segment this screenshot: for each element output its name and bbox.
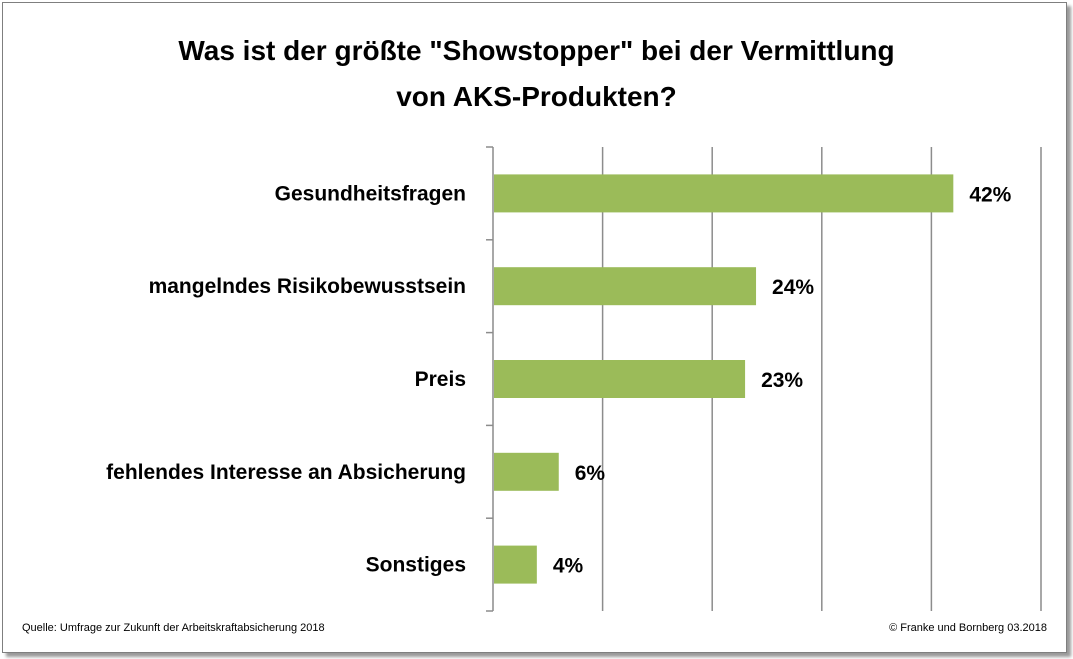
category-label: mangelndes Risikobewusstsein: [149, 275, 466, 298]
copyright-note: © Franke und Bornberg 03.2018: [889, 622, 1047, 634]
bar: [494, 267, 757, 306]
chart-title: Was ist der größte "Showstopper" bei der…: [0, 28, 1073, 120]
chart-title-line-2: von AKS-Produkten?: [396, 81, 677, 112]
source-note: Quelle: Umfrage zur Zukunft der Arbeitsk…: [22, 622, 325, 634]
bar: [494, 174, 954, 213]
data-label: 23%: [761, 369, 803, 392]
data-label: 6%: [575, 462, 606, 485]
bar: [494, 360, 746, 398]
category-label: Sonstiges: [366, 554, 466, 577]
chart-title-line-1: Was ist der größte "Showstopper" bei der…: [178, 35, 895, 66]
bar: [494, 545, 537, 584]
data-label: 4%: [553, 555, 584, 578]
data-label: 24%: [772, 276, 814, 299]
category-label: fehlendes Interesse an Absicherung: [106, 461, 466, 484]
category-label: Preis: [415, 368, 466, 391]
bar: [494, 452, 559, 491]
data-label: 42%: [969, 183, 1011, 206]
category-label: Gesundheitsfragen: [275, 182, 466, 205]
